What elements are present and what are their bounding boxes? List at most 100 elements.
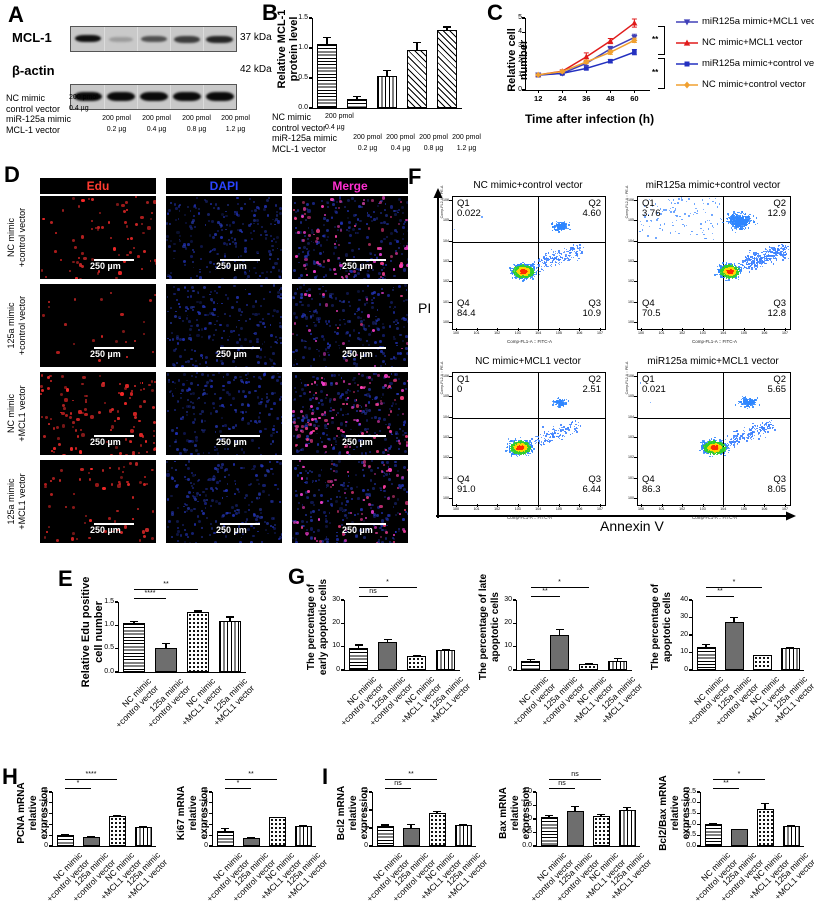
dapi-nucleus: [348, 475, 350, 477]
legend-marker: [676, 80, 698, 89]
edu-nucleus: [350, 512, 352, 514]
edu-nucleus: [327, 423, 329, 425]
dapi-nucleus: [212, 489, 214, 491]
dapi-nucleus: [296, 450, 299, 453]
edu-nucleus: [302, 506, 305, 509]
edu-nucleus: [57, 437, 60, 440]
dapi-nucleus: [348, 226, 351, 229]
dapi-nucleus: [315, 480, 317, 482]
edu-nucleus: [385, 449, 387, 451]
error-cap: [407, 824, 415, 825]
b-dose2-ug: 0.4 µg: [384, 144, 417, 155]
dapi-nucleus: [336, 332, 339, 335]
dapi-nucleus: [236, 326, 238, 328]
dapi-nucleus: [361, 374, 364, 377]
edu-nucleus: [46, 531, 48, 533]
dapi-nucleus: [197, 311, 199, 313]
flow-event: [520, 263, 521, 264]
flow-x-tick-label: 107: [595, 331, 605, 335]
dapi-nucleus: [176, 427, 178, 429]
legend-item-0[interactable]: miR125a mimic+MCL1 vector: [676, 16, 814, 27]
dapi-nucleus: [331, 216, 334, 219]
error-cap: [545, 815, 553, 816]
legend-item-1[interactable]: NC mimic+MCL1 vector: [676, 37, 803, 48]
dapi-nucleus: [166, 473, 169, 476]
edu-nucleus: [378, 247, 381, 250]
bar: [781, 648, 800, 670]
dapi-nucleus: [183, 260, 186, 263]
micrograph: 250 µm: [292, 460, 408, 543]
dapi-nucleus: [262, 322, 265, 325]
bar: [377, 826, 394, 846]
dapi-nucleus: [370, 479, 373, 482]
legend-item-2[interactable]: miR125a mimic+control vector: [676, 58, 814, 69]
dapi-nucleus: [375, 355, 377, 357]
dapi-nucleus: [194, 444, 197, 447]
dapi-nucleus: [170, 495, 172, 497]
bar: [579, 664, 598, 670]
dapi-nucleus: [210, 505, 212, 507]
edu-nucleus: [44, 536, 47, 539]
dapi-nucleus: [335, 211, 338, 214]
dapi-nucleus: [264, 205, 267, 208]
dapi-nucleus: [184, 264, 186, 266]
dapi-nucleus: [244, 511, 246, 513]
dapi-nucleus: [345, 253, 348, 256]
dapi-nucleus: [326, 219, 329, 222]
dapi-nucleus: [312, 202, 315, 205]
flow-event: [515, 277, 516, 278]
micrograph: 250 µm: [292, 196, 408, 279]
dapi-nucleus: [176, 533, 179, 536]
dapi-nucleus: [350, 487, 353, 490]
edu-nucleus: [303, 231, 306, 234]
dapi-nucleus: [193, 413, 195, 415]
edu-nucleus: [76, 538, 78, 540]
legend-item-3[interactable]: NC mimic+control vector: [676, 79, 806, 90]
edu-nucleus: [88, 537, 90, 539]
dapi-nucleus: [301, 388, 304, 391]
edu-nucleus: [376, 450, 379, 453]
b-dose3-pmol: 200 pmol: [417, 133, 450, 144]
edu-nucleus: [70, 447, 73, 450]
edu-nucleus: [316, 540, 318, 542]
error-cap: [758, 655, 766, 656]
edu-nucleus: [331, 417, 333, 419]
dapi-nucleus: [380, 222, 382, 224]
edu-nucleus: [41, 374, 43, 376]
dapi-nucleus: [369, 395, 372, 398]
x-axis: [692, 670, 804, 671]
y-tick: [369, 791, 372, 792]
flow-event: [512, 272, 513, 273]
flow-event: [568, 224, 569, 225]
flow-event: [562, 257, 563, 258]
significance-label: ****: [77, 771, 105, 778]
edu-nucleus: [363, 464, 366, 467]
dapi-nucleus: [386, 525, 388, 527]
y-tick-label: 30: [314, 596, 340, 603]
y-tick: [49, 813, 52, 814]
dapi-nucleus: [260, 512, 262, 514]
dapi-nucleus: [407, 320, 408, 323]
dapi-nucleus: [201, 410, 204, 413]
dapi-nucleus: [281, 422, 282, 424]
dapi-nucleus: [273, 425, 275, 427]
error-cap: [221, 828, 229, 829]
dapi-nucleus: [298, 247, 300, 249]
edu-nucleus: [304, 293, 306, 295]
dapi-nucleus: [201, 328, 203, 330]
dapi-nucleus: [375, 316, 377, 318]
dapi-nucleus: [369, 451, 371, 453]
edu-nucleus: [371, 510, 375, 514]
y-tick-label: 10: [662, 648, 688, 655]
dapi-nucleus: [223, 376, 225, 378]
dapi-nucleus: [190, 509, 192, 511]
dapi-nucleus: [174, 203, 177, 206]
dapi-nucleus: [272, 428, 275, 431]
edu-nucleus: [324, 411, 327, 414]
dapi-nucleus: [239, 376, 241, 378]
edu-nucleus: [48, 306, 50, 308]
dapi-nucleus: [272, 473, 274, 475]
dapi-nucleus: [324, 414, 326, 416]
flow-event: [512, 277, 513, 278]
